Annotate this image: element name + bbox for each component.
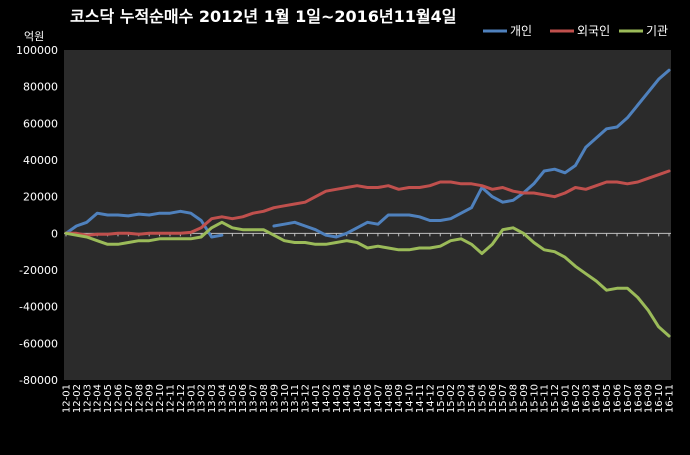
x-tick-label: 14-06 <box>363 384 374 413</box>
x-tick-label: 12-04 <box>93 384 104 413</box>
legend-label-1: 외국인 <box>577 24 610 38</box>
x-tick-label: 16-09 <box>644 384 655 413</box>
x-tick-label: 15-03 <box>457 384 468 413</box>
x-tick-label: 14-10 <box>405 384 416 413</box>
x-tick-label: 13-03 <box>207 384 218 413</box>
x-tick-label: 13-02 <box>197 384 208 413</box>
x-tick-label: 16-02 <box>571 384 582 413</box>
x-tick-label: 12-03 <box>82 384 93 413</box>
y-tick-label: 40000 <box>23 154 58 167</box>
y-tick-label: -20000 <box>19 264 58 277</box>
y-tick-label: 60000 <box>23 117 58 130</box>
x-tick-label: 12-10 <box>155 384 166 413</box>
x-tick-label: 13-06 <box>238 384 249 413</box>
x-tick-label: 14-04 <box>342 384 353 413</box>
x-tick-label: 14-05 <box>353 384 364 413</box>
x-tick-label: 15-02 <box>446 384 457 413</box>
x-tick-label: 15-08 <box>509 384 520 413</box>
x-tick-label: 15-05 <box>477 384 488 413</box>
x-tick-label: 13-09 <box>269 384 280 413</box>
x-tick-label: 14-03 <box>332 384 343 413</box>
legend-label-0: 개인 <box>510 24 532 38</box>
x-tick-label: 14-08 <box>384 384 395 413</box>
x-tick-label: 16-10 <box>654 384 665 413</box>
x-tick-label: 12-09 <box>145 384 156 413</box>
x-tick-label: 14-01 <box>311 384 322 413</box>
x-tick-label: 14-09 <box>394 384 405 413</box>
legend: 개인 외국인 기관 <box>483 24 668 38</box>
x-tick-label: 12-02 <box>72 384 83 413</box>
x-tick-label: 14-02 <box>321 384 332 413</box>
x-tick-label: 15-07 <box>498 384 509 413</box>
x-tick-label: 12-11 <box>165 384 176 413</box>
x-tick-label: 16-03 <box>581 384 592 413</box>
x-tick-label: 13-11 <box>290 384 301 413</box>
x-tick-label: 16-06 <box>613 384 624 413</box>
x-tick-label: 13-05 <box>228 384 239 413</box>
y-tick-label: -40000 <box>19 301 58 314</box>
x-tick-label: 12-08 <box>134 384 145 413</box>
x-axis-ticks: 12-01 12-02 12-03 12-04 12-05 12-06 12-07 12-08… <box>62 233 676 413</box>
y-tick-label: 20000 <box>23 191 58 204</box>
x-tick-label: 13-12 <box>301 384 312 413</box>
x-tick-label: 15-11 <box>540 384 551 413</box>
chart-title: 코스닥 누적순매수 2012년 1월 1일~2016년11월4일 <box>70 7 457 26</box>
x-tick-label: 12-06 <box>113 384 124 413</box>
x-tick-label: 15-09 <box>519 384 530 413</box>
x-tick-label: 12-12 <box>176 384 187 413</box>
x-tick-label: 13-07 <box>249 384 260 413</box>
x-tick-label: 14-12 <box>425 384 436 413</box>
y-tick-label: 80000 <box>23 81 58 94</box>
x-tick-label: 15-01 <box>436 384 447 413</box>
x-tick-label: 12-07 <box>124 384 135 413</box>
y-axis-unit-label: 억원 <box>24 30 44 43</box>
y-tick-label: -80000 <box>19 374 58 387</box>
x-tick-label: 16-11 <box>665 384 676 413</box>
legend-label-2: 기관 <box>646 24 668 38</box>
x-tick-label: 15-12 <box>550 384 561 413</box>
x-tick-label: 14-07 <box>373 384 384 413</box>
x-tick-label: 12-01 <box>62 384 73 413</box>
x-tick-label: 14-11 <box>415 384 426 413</box>
x-tick-label: 16-04 <box>592 384 603 413</box>
y-tick-label: 0 <box>51 227 58 240</box>
x-tick-label: 13-01 <box>186 384 197 413</box>
x-tick-label: 15-06 <box>488 384 499 413</box>
x-tick-label: 16-05 <box>602 384 613 413</box>
series-line-2 <box>64 220 671 338</box>
series-line-1 <box>64 169 671 237</box>
series-line-0 <box>64 68 671 239</box>
x-tick-label: 13-04 <box>217 384 228 413</box>
x-tick-label: 16-01 <box>561 384 572 413</box>
x-tick-label: 13-08 <box>259 384 270 413</box>
x-tick-label: 13-10 <box>280 384 291 413</box>
plot-area <box>64 50 671 380</box>
y-tick-label: -60000 <box>19 337 58 350</box>
x-tick-label: 15-10 <box>529 384 540 413</box>
y-axis-ticks: 100000 80000 60000 40000 20000 0 -20000 -40000 -… <box>16 44 58 387</box>
y-tick-label: 100000 <box>16 44 58 57</box>
x-tick-label: 16-07 <box>623 384 634 413</box>
x-tick-label: 15-04 <box>467 384 478 413</box>
series-lines <box>64 68 671 338</box>
x-tick-label: 12-05 <box>103 384 114 413</box>
x-tick-label: 16-08 <box>633 384 644 413</box>
